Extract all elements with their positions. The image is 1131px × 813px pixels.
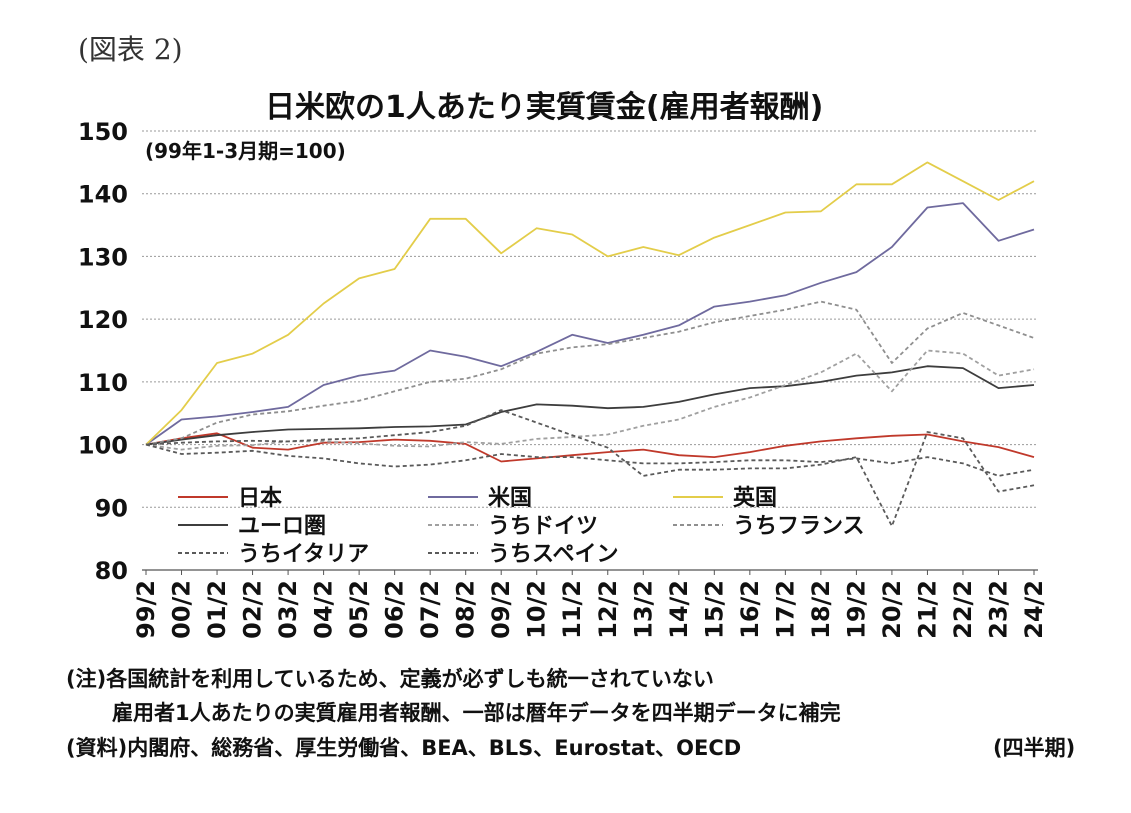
x-tick-label: 05/2 xyxy=(345,580,373,639)
x-tick-label: 24/2 xyxy=(1020,580,1048,639)
legend-label-4: うちドイツ xyxy=(488,514,598,539)
x-tick-label: 06/2 xyxy=(381,580,409,639)
x-tick-label: 02/2 xyxy=(239,580,267,639)
x-tick-label: 09/2 xyxy=(487,580,515,639)
chart-axes: 80 90 100 110 120 130 140 150 99/2 00/2 01/2 02/2 03… xyxy=(78,118,1048,639)
series-line-6 xyxy=(145,443,1035,477)
y-tick-label: 130 xyxy=(78,243,128,271)
legend-label-0: 日本 xyxy=(238,486,282,511)
period-unit-label: (四半期) xyxy=(993,736,1076,760)
x-tick-label: 01/2 xyxy=(203,580,231,639)
series-line-2 xyxy=(145,161,1035,446)
series-line-1 xyxy=(145,202,1035,446)
x-tick-label: 17/2 xyxy=(771,580,799,639)
chart-subtitle: (99年1-3月期=100) xyxy=(145,139,346,163)
gridlines xyxy=(142,130,1038,508)
legend-label-3: ユーロ圏 xyxy=(238,514,326,539)
legend-label-1: 米国 xyxy=(488,486,532,511)
legend-label-6: うちイタリア xyxy=(238,542,369,567)
x-tick-label: 12/2 xyxy=(594,580,622,639)
note-supplement: 雇用者1人あたりの実質雇用者報酬、一部は暦年データを四半期データに補完 xyxy=(112,701,841,725)
x-tick-label: 23/2 xyxy=(984,580,1012,639)
x-tick-label: 22/2 xyxy=(949,580,977,639)
series-line-5 xyxy=(145,300,1035,446)
x-tick-label: 10/2 xyxy=(523,580,551,639)
legend-label-2: 英国 xyxy=(733,486,777,511)
x-tick-label: 16/2 xyxy=(736,580,764,639)
x-tick-label: 99/2 xyxy=(132,580,160,639)
series-line-0 xyxy=(145,432,1035,463)
series-line-7 xyxy=(145,409,1035,527)
x-tick-label: 18/2 xyxy=(807,580,835,639)
figure-label: (図表 2) xyxy=(78,33,183,66)
legend-label-7: うちスペイン xyxy=(488,542,618,567)
series-line-3 xyxy=(145,365,1035,446)
y-tick-label: 90 xyxy=(95,494,128,522)
x-tick-label: 20/2 xyxy=(878,580,906,639)
y-tick-label: 150 xyxy=(78,118,128,146)
note-definition: (注)各国統計を利用しているため、定義が必ずしも統一されていない xyxy=(66,667,714,691)
x-tick-label: 21/2 xyxy=(913,580,941,639)
x-tick-label: 04/2 xyxy=(310,580,338,639)
y-tick-label: 110 xyxy=(78,369,128,397)
x-tick-label: 03/2 xyxy=(274,580,302,639)
series-lines xyxy=(145,161,1035,527)
x-tick-label: 15/2 xyxy=(700,580,728,639)
x-tick-label: 14/2 xyxy=(665,580,693,639)
chart-title: 日米欧の1人あたり実質賃金(雇用者報酬) xyxy=(265,90,824,125)
y-tick-label: 80 xyxy=(95,557,128,585)
x-tick-label: 11/2 xyxy=(558,580,586,639)
x-tick-label: 07/2 xyxy=(416,580,444,639)
y-tick-label: 140 xyxy=(78,181,128,209)
x-tick-label: 00/2 xyxy=(168,580,196,639)
x-tick-label: 19/2 xyxy=(842,580,870,639)
y-tick-label: 120 xyxy=(78,306,128,334)
x-tick-label: 08/2 xyxy=(452,580,480,639)
legend-label-5: うちフランス xyxy=(733,514,865,539)
source-note: (資料)内閣府、総務省、厚生労働省、BEA、BLS、Eurostat、OECD xyxy=(66,736,742,760)
x-tick-label: 13/2 xyxy=(629,580,657,639)
y-tick-label: 100 xyxy=(78,432,128,460)
